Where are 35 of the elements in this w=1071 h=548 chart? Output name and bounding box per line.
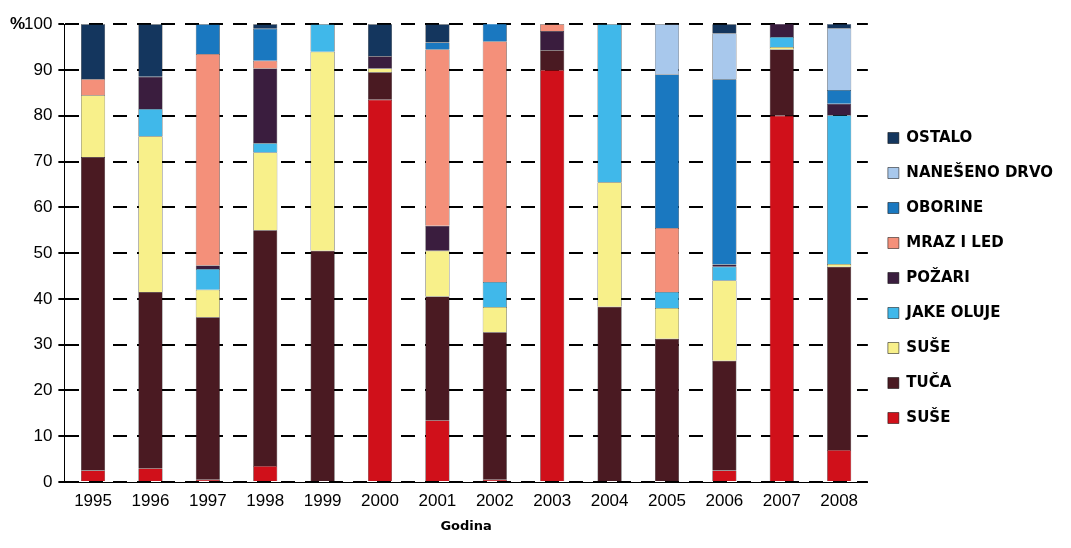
y-tick-label: 20 (33, 380, 53, 400)
y-tick-label: 80 (33, 105, 53, 125)
x-tick-label: 2003 (533, 490, 572, 510)
x-tick-label: 2005 (648, 490, 686, 510)
y-tick-label: 70 (33, 151, 53, 171)
legend-label: NANEŠENO DRVO (906, 161, 1053, 181)
x-tick-label: 1999 (303, 490, 342, 510)
x-tick-label: 1997 (188, 490, 227, 510)
y-tick-label: 60 (33, 197, 53, 217)
y-tick-label: 10 (33, 425, 53, 445)
legend-label: OBORINE (906, 197, 984, 216)
y-tick-label: 90 (33, 59, 53, 79)
x-tick-label: 2006 (705, 490, 744, 510)
x-tick-label: 1998 (246, 490, 285, 510)
x-tick-label: 2002 (475, 490, 514, 510)
x-tick-label: 1995 (74, 490, 112, 510)
legend-label: MRAZ I LED (906, 232, 1004, 251)
legend-label: SUŠE (906, 406, 951, 426)
y-axis-title: % (10, 13, 26, 33)
legend-label: OSTALO (906, 127, 973, 146)
legend-label: TUČA (906, 371, 952, 391)
legend-label: SUŠE (906, 336, 951, 356)
y-tick-label: 30 (33, 334, 53, 354)
y-tick-label: 40 (33, 288, 53, 308)
x-axis-title: Godina (440, 517, 492, 533)
legend-label: POŽARI (906, 266, 970, 286)
x-tick-label: 2008 (820, 490, 859, 510)
x-tick-label: 2000 (361, 490, 399, 510)
legend-label: JAKE OLUJE (905, 302, 1001, 321)
y-tick-label: 0 (42, 471, 53, 491)
x-tick-label: 2001 (418, 490, 457, 510)
x-tick-label: 1996 (131, 490, 170, 510)
x-tick-label: 2007 (762, 490, 801, 510)
x-tick-label: 2004 (590, 490, 629, 510)
y-tick-label: 50 (33, 242, 53, 262)
